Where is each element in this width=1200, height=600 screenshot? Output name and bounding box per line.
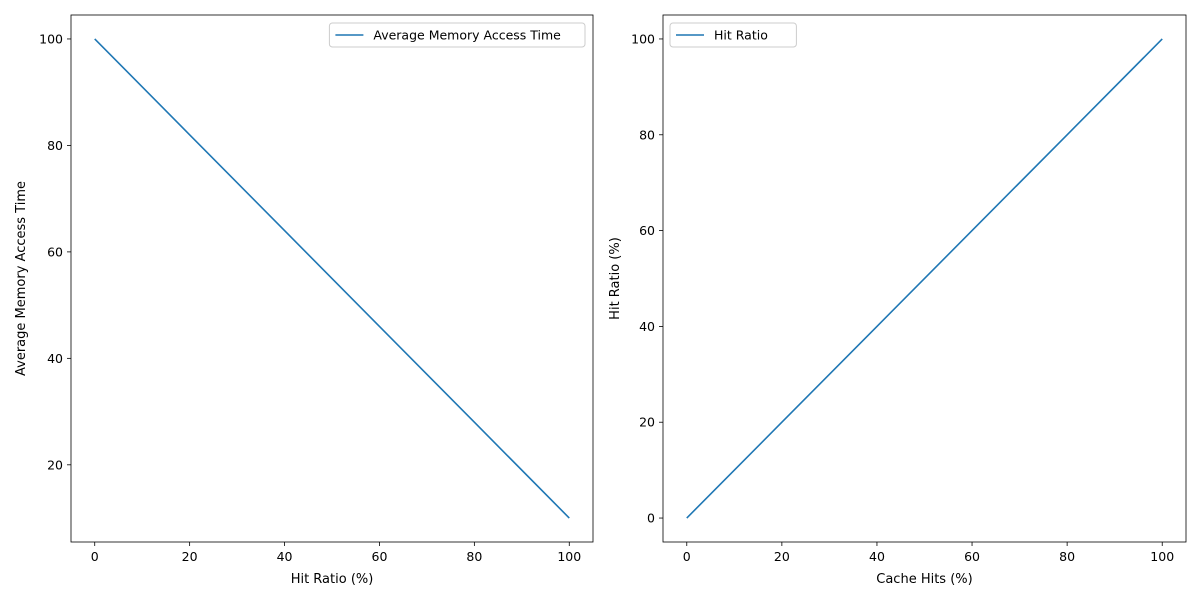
- y-tick-label: 20: [47, 457, 63, 472]
- y-tick-label: 40: [47, 351, 63, 366]
- x-axis-label: Cache Hits (%): [876, 572, 972, 587]
- data-point: [876, 326, 878, 328]
- x-tick-label: 100: [557, 549, 581, 564]
- x-tick-label: 20: [774, 549, 790, 564]
- x-axis-label: Hit Ratio (%): [291, 572, 374, 587]
- y-tick-label: 60: [47, 244, 63, 259]
- data-point: [568, 517, 570, 519]
- legend-label: Hit Ratio: [714, 28, 768, 43]
- x-tick-label: 60: [964, 549, 980, 564]
- x-tick-label: 20: [182, 549, 198, 564]
- y-tick-label: 40: [639, 319, 655, 334]
- y-tick-label: 20: [639, 415, 655, 430]
- data-point: [379, 326, 381, 328]
- data-point: [189, 134, 191, 136]
- y-axis-label: Average Memory Access Time: [14, 181, 29, 376]
- y-axis-label: Hit Ratio (%): [608, 237, 623, 320]
- axes-frame: [662, 14, 1187, 543]
- y-tick-label: 60: [639, 223, 655, 238]
- data-point: [473, 421, 475, 423]
- y-tick-label: 80: [47, 138, 63, 153]
- x-tick-label: 80: [466, 549, 482, 564]
- y-tick-label: 80: [639, 127, 655, 142]
- data-point: [284, 230, 286, 232]
- series-line: [686, 38, 1163, 519]
- y-tick-label: 100: [631, 31, 655, 46]
- x-tick-label: 40: [869, 549, 885, 564]
- y-tick-label: 100: [39, 31, 63, 46]
- x-tick-label: 100: [1150, 549, 1174, 564]
- x-tick-label: 0: [683, 549, 691, 564]
- data-point: [94, 38, 96, 40]
- series-line: [94, 38, 570, 519]
- left-chart: 0 20 40 60 80 100 20 40 60 80 100 Hit Ratio (%) Aver…: [14, 14, 594, 587]
- x-tick-label: 80: [1059, 549, 1075, 564]
- data-point: [1066, 134, 1068, 136]
- data-point: [686, 517, 688, 519]
- right-chart: 0 20 40 60 80 100 0 20 40 60 80 100 Cache Hits (%) Hi…: [608, 14, 1187, 587]
- legend-label: Average Memory Access Time: [373, 28, 561, 43]
- legend-box: [328, 22, 586, 48]
- data-point: [781, 421, 783, 423]
- x-tick-label: 40: [277, 549, 293, 564]
- axes-frame: [70, 14, 594, 543]
- x-tick-label: 0: [91, 549, 99, 564]
- x-tick-label: 60: [372, 549, 388, 564]
- data-point: [971, 230, 973, 232]
- legend-box: [669, 22, 797, 48]
- y-tick-label: 0: [647, 511, 655, 526]
- data-point: [1161, 38, 1163, 40]
